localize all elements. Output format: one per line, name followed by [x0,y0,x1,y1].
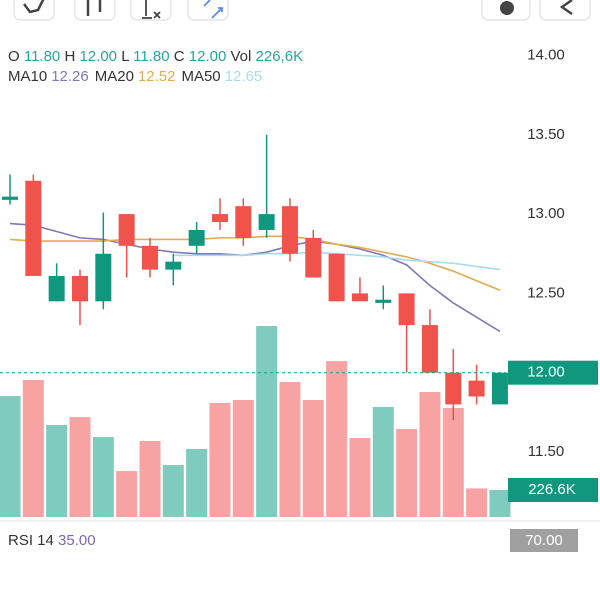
high-label: H [64,48,75,65]
y-tick-label: 13.00 [527,205,565,222]
candle-body [188,229,205,246]
ma-name: MA10 [8,68,47,85]
volume-bar [256,326,278,517]
vol-label: Vol [231,48,252,65]
candle-body [95,253,112,302]
candle-body [328,253,345,302]
volume-bar [186,448,208,517]
low-label: L [121,48,129,65]
candle-body [375,299,392,303]
volume-bar [442,407,464,517]
candle-body [421,325,438,373]
y-tick-label: 12.50 [527,284,565,301]
close-value: 12.00 [189,48,227,65]
candle-body [491,372,508,405]
rsi-axis-tag [510,529,578,552]
rsi-label: RSI 14 [8,532,54,549]
candle-body [25,180,42,276]
rsi-axis-label: 70.00 [525,532,563,549]
volume-bar [46,425,68,517]
candle-body [305,237,322,278]
candle-body [258,214,275,230]
toolbar [13,0,591,21]
volume-bar [69,417,91,517]
indicator-button[interactable] [130,0,172,21]
y-tick-label: 13.50 [527,126,565,143]
volume-bar [92,437,114,517]
candle-body [141,245,158,270]
volume-bar [419,392,441,517]
volume-tag [508,478,598,503]
plot [0,134,511,517]
volume-bar [116,471,138,517]
volume-bar [0,396,21,517]
draw-button[interactable] [187,0,229,21]
ma-value: 12.52 [138,68,176,85]
candle-button[interactable] [74,0,116,21]
low-value: 11.80 [133,48,169,65]
volume-tag-label: 226.6K [528,481,576,498]
candle-body [165,261,182,270]
volume-bar [489,490,511,517]
volume-bar [466,488,488,517]
last-price-tag [508,360,598,385]
candle-body [281,206,298,254]
y-tick-label: 14.00 [527,46,565,63]
candle-body [71,275,88,302]
settings-icon [500,1,514,15]
ma-value: 12.26 [51,68,89,85]
volume-bar [232,399,254,517]
ma-legend: MA10 12.26 MA20 12.52 MA50 12.65 [8,68,262,85]
rsi-value: 35.00 [58,532,96,549]
settings-button[interactable] [481,0,531,21]
candle-body [235,206,252,238]
volume-bar [279,382,301,517]
indicator-icon [142,0,161,19]
volume-bar [22,379,44,517]
ohlc-legend: O 11.80 H 12.00 L 11.80 C 12.00 Vol 226,… [8,48,303,65]
candle-body [351,293,368,302]
volume-bar [162,465,184,517]
candle-body [118,214,135,246]
hand-icon [23,0,45,14]
high-value: 12.00 [79,48,117,65]
draw-icon [203,0,223,19]
vol-value: 226,6K [256,48,304,65]
volume-bar [326,361,348,517]
volume-bar [396,429,418,517]
candle-body [468,380,485,397]
volume-bar [139,440,161,517]
hand-button[interactable] [13,0,55,21]
ma-name: MA20 [95,68,134,85]
share-icon [559,0,573,16]
share-button[interactable] [539,0,591,21]
open-value: 11.80 [24,48,60,65]
volume-bar [302,399,324,517]
last-price-label: 12.00 [527,364,565,381]
candle-body [445,372,462,405]
candle-body [211,214,228,223]
volume-bar [349,438,371,517]
candle-body [398,293,415,326]
rsi-legend: RSI 14 35.00 [8,532,96,549]
ma-value: 12.65 [225,68,263,85]
volume-bar [372,407,394,517]
volume-bar [209,402,231,517]
ma-name: MA50 [181,68,220,85]
candle-icon [86,0,102,16]
ma-line [173,251,501,271]
open-label: O [8,48,20,65]
candle-body [48,275,65,302]
close-label: C [174,48,185,65]
candle-body [2,196,18,200]
y-tick-label: 11.50 [528,443,564,460]
